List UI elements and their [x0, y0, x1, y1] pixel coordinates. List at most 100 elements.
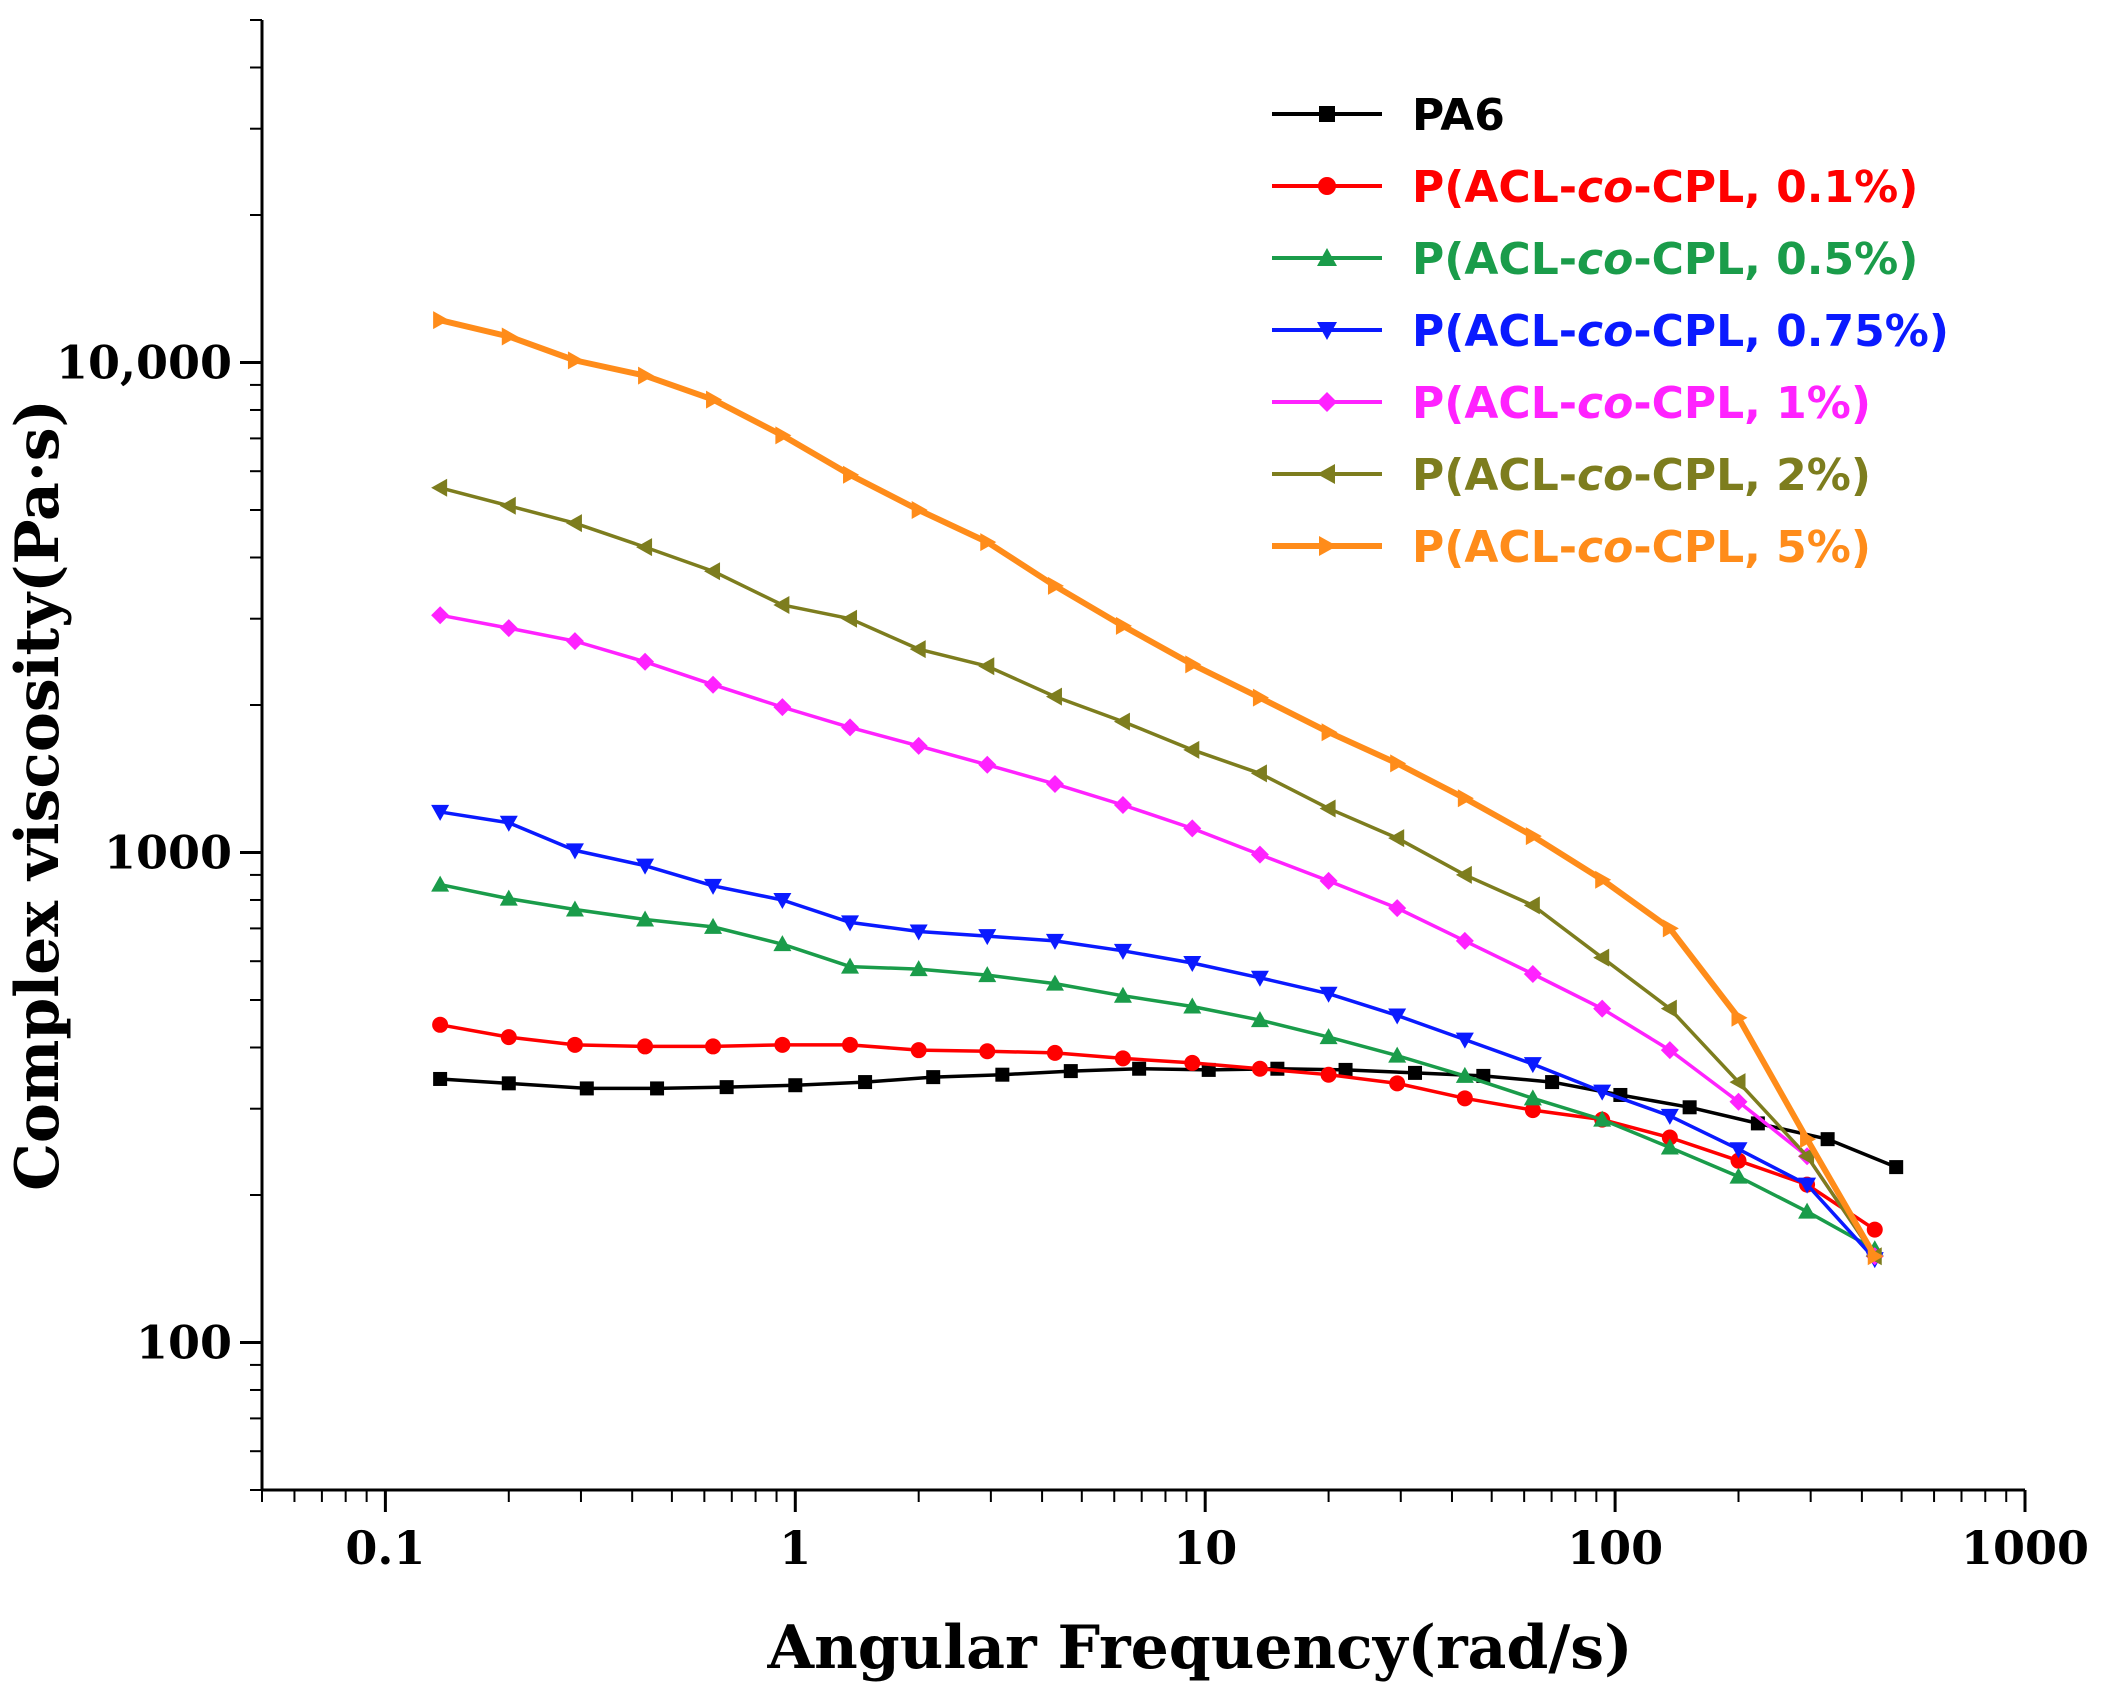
data-point: [499, 619, 518, 638]
data-point: [1523, 1089, 1542, 1106]
data-point: [1388, 829, 1405, 848]
data-point: [637, 1038, 654, 1055]
data-point: [1525, 827, 1542, 846]
data-point: [1595, 870, 1612, 889]
data-point: [1388, 899, 1407, 918]
y-tick-label: 100: [136, 1315, 232, 1369]
data-point: [1184, 1054, 1201, 1071]
data-point: [567, 351, 584, 370]
data-point: [858, 1075, 873, 1090]
data-point: [1455, 1032, 1474, 1049]
x-axis-title: Angular Frequency(rad/s): [767, 1613, 1633, 1683]
legend-marker: [1319, 536, 1337, 556]
data-point: [1523, 964, 1542, 983]
data-point: [978, 657, 995, 676]
data-point: [842, 1036, 859, 1053]
data-point: [926, 1070, 941, 1085]
data-point: [1457, 789, 1474, 808]
data-point: [566, 1036, 583, 1053]
data-point: [501, 327, 518, 346]
data-point: [773, 595, 790, 614]
data-point: [1730, 1152, 1747, 1169]
data-point: [1867, 1247, 1884, 1266]
series-4: [431, 804, 1884, 1269]
data-point: [1661, 1129, 1678, 1146]
data-point: [1455, 1066, 1474, 1083]
data-point: [1321, 723, 1338, 742]
series-line: [439, 882, 1876, 1251]
data-point: [1183, 740, 1200, 759]
data-point: [1545, 1075, 1560, 1090]
data-point: [788, 1078, 803, 1093]
data-point: [636, 858, 655, 875]
data-point: [1408, 1065, 1423, 1080]
data-point: [1662, 919, 1679, 938]
legend-item: PA6: [1272, 90, 1505, 141]
data-point: [773, 892, 792, 909]
data-point: [1113, 712, 1130, 731]
series-7: [433, 311, 1884, 1266]
legend-label: PA6: [1412, 90, 1505, 141]
data-point: [706, 390, 723, 409]
data-point: [1660, 1138, 1679, 1155]
data-point: [978, 755, 997, 774]
data-point: [1063, 1064, 1078, 1079]
data-point: [1252, 688, 1269, 707]
data-point: [1113, 796, 1132, 815]
legend-marker: [1317, 322, 1337, 340]
series-line: [440, 1066, 1897, 1169]
data-point: [431, 875, 450, 892]
data-point: [565, 843, 584, 860]
data-point: [1201, 1062, 1216, 1077]
data-point: [1389, 1075, 1406, 1092]
legend-label: P(ACL-co-CPL, 0.1%): [1412, 162, 1918, 213]
series-5: [431, 606, 1884, 1266]
data-point: [499, 496, 516, 515]
data-point: [636, 652, 655, 671]
y-tick-label: 10,000: [56, 335, 232, 389]
data-point: [841, 609, 858, 628]
series-line: [439, 317, 1878, 1258]
x-tick-label: 100: [1567, 1521, 1663, 1575]
data-point: [1183, 819, 1202, 838]
data-point: [1115, 616, 1132, 635]
data-point: [1319, 1028, 1338, 1045]
legend-item: P(ACL-co-CPL, 0.75%): [1272, 306, 1949, 357]
series-3: [431, 875, 1884, 1257]
data-point: [705, 1038, 722, 1055]
data-point: [1593, 948, 1610, 967]
data-point: [841, 718, 860, 737]
data-point: [704, 562, 721, 581]
data-point: [1593, 1084, 1612, 1101]
data-point: [1185, 655, 1202, 674]
legend-marker: [1317, 248, 1337, 266]
data-point: [719, 1080, 734, 1095]
data-point: [704, 675, 723, 694]
data-point: [433, 311, 450, 330]
data-point: [1729, 1142, 1748, 1159]
data-point: [1132, 1061, 1147, 1076]
data-point: [650, 1081, 665, 1096]
data-point: [1524, 1102, 1541, 1119]
data-point: [432, 1016, 449, 1033]
data-point: [909, 736, 928, 755]
data-point: [1798, 1177, 1817, 1194]
data-point: [978, 929, 997, 946]
data-point: [1250, 970, 1269, 987]
data-point: [1729, 1073, 1746, 1092]
series-1: [433, 1061, 1904, 1175]
legend-item: P(ACL-co-CPL, 0.1%): [1272, 162, 1918, 213]
x-tick-label: 1000: [1961, 1521, 2089, 1575]
legend-marker: [1317, 464, 1335, 484]
data-point: [433, 1071, 448, 1086]
data-point: [1523, 896, 1540, 915]
x-tick-label: 0.1: [345, 1521, 425, 1575]
data-point: [1250, 1011, 1269, 1028]
data-point: [1183, 955, 1202, 972]
data-point: [1660, 1041, 1679, 1060]
data-point: [1251, 1060, 1268, 1077]
data-point: [1731, 1008, 1748, 1027]
data-point: [1800, 1130, 1817, 1149]
legend-label: P(ACL-co-CPL, 5%): [1412, 522, 1871, 573]
